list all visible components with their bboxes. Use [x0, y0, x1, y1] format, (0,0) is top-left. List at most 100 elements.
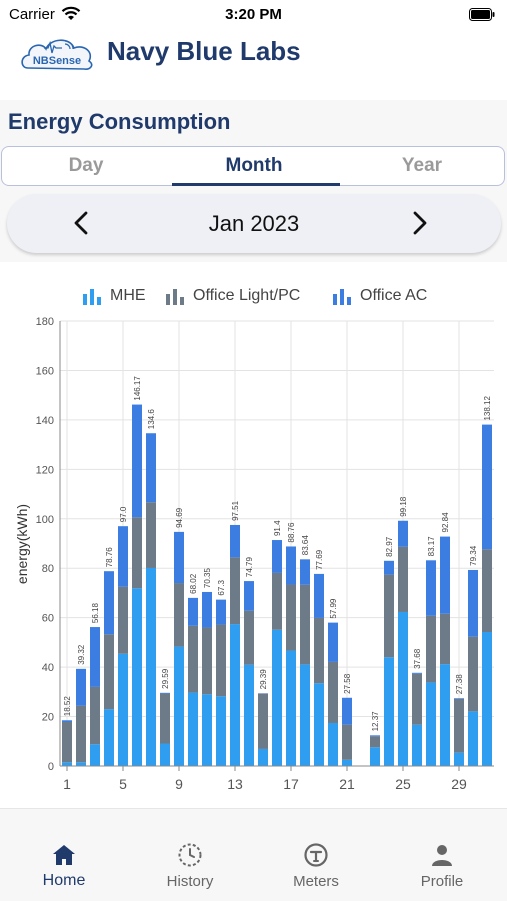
bar-segment-office-ac[interactable]: [440, 537, 450, 614]
bar-segment-office-ac[interactable]: [216, 600, 226, 625]
bar-total-label: 27.38: [455, 674, 464, 695]
bar-segment-office-ac[interactable]: [160, 693, 170, 694]
bar-segment-office-ac[interactable]: [118, 526, 128, 587]
bar-segment-mhe[interactable]: [216, 696, 226, 766]
bar-segment-office-ac[interactable]: [90, 627, 100, 687]
bar-total-label: 78.76: [105, 547, 114, 568]
bar-segment-office-light-pc[interactable]: [384, 575, 394, 658]
bar-segment-office-light-pc[interactable]: [188, 626, 198, 693]
bar-segment-office-ac[interactable]: [384, 561, 394, 575]
bar-segment-office-ac[interactable]: [188, 598, 198, 626]
bar-segment-office-light-pc[interactable]: [454, 699, 464, 753]
bar-segment-office-light-pc[interactable]: [118, 587, 128, 654]
bar-segment-office-light-pc[interactable]: [328, 662, 338, 723]
bar-segment-office-ac[interactable]: [104, 571, 114, 634]
bar-segment-mhe[interactable]: [328, 723, 338, 766]
bar-segment-office-ac[interactable]: [370, 735, 380, 736]
bar-segment-mhe[interactable]: [188, 693, 198, 766]
nav-profile[interactable]: Profile: [379, 809, 505, 901]
bar-segment-mhe[interactable]: [76, 762, 86, 766]
bar-segment-office-light-pc[interactable]: [482, 549, 492, 632]
nav-meters[interactable]: Meters: [253, 809, 379, 901]
bar-segment-mhe[interactable]: [454, 753, 464, 766]
bar-segment-mhe[interactable]: [342, 760, 352, 766]
bar-segment-mhe[interactable]: [398, 612, 408, 766]
bar-segment-office-light-pc[interactable]: [440, 614, 450, 664]
bar-segment-mhe[interactable]: [118, 654, 128, 766]
bar-segment-mhe[interactable]: [384, 657, 394, 766]
bar-segment-mhe[interactable]: [202, 694, 212, 766]
bar-segment-mhe[interactable]: [160, 744, 170, 766]
bar-segment-office-light-pc[interactable]: [202, 628, 212, 695]
bar-segment-office-light-pc[interactable]: [468, 637, 478, 712]
bar-segment-office-ac[interactable]: [202, 592, 212, 628]
bar-segment-mhe[interactable]: [440, 664, 450, 766]
bar-segment-mhe[interactable]: [300, 664, 310, 766]
bar-segment-mhe[interactable]: [174, 647, 184, 766]
bar-segment-office-ac[interactable]: [314, 574, 324, 618]
bar-segment-office-ac[interactable]: [342, 698, 352, 725]
bar-segment-mhe[interactable]: [258, 749, 268, 766]
bar-segment-office-ac[interactable]: [62, 720, 72, 722]
bar-segment-office-light-pc[interactable]: [132, 517, 142, 588]
bar-segment-office-light-pc[interactable]: [216, 625, 226, 697]
history-icon: [176, 841, 204, 869]
nav-home[interactable]: Home: [1, 809, 127, 901]
chevron-right-icon[interactable]: [406, 208, 434, 238]
bar-segment-office-ac[interactable]: [454, 698, 464, 699]
bar-segment-mhe[interactable]: [468, 711, 478, 766]
bar-segment-office-light-pc[interactable]: [272, 573, 282, 630]
bar-segment-mhe[interactable]: [314, 683, 324, 766]
bar-segment-mhe[interactable]: [104, 709, 114, 766]
bar-segment-office-light-pc[interactable]: [412, 674, 422, 725]
bar-segment-office-light-pc[interactable]: [426, 616, 436, 683]
bar-segment-office-ac[interactable]: [426, 560, 436, 615]
bar-segment-office-light-pc[interactable]: [230, 557, 240, 624]
bar-segment-office-ac[interactable]: [482, 425, 492, 550]
bar-segment-office-light-pc[interactable]: [286, 585, 296, 651]
bar-segment-office-ac[interactable]: [286, 546, 296, 584]
tab-day[interactable]: Day: [2, 147, 170, 185]
bar-segment-office-ac[interactable]: [300, 559, 310, 584]
bar-segment-mhe[interactable]: [272, 630, 282, 766]
bar-segment-mhe[interactable]: [412, 725, 422, 766]
bar-segment-office-light-pc[interactable]: [160, 694, 170, 744]
bar-segment-office-ac[interactable]: [230, 525, 240, 557]
bar-segment-office-light-pc[interactable]: [300, 585, 310, 665]
bar-segment-office-ac[interactable]: [76, 669, 86, 706]
bar-segment-mhe[interactable]: [370, 747, 380, 766]
bar-segment-mhe[interactable]: [146, 568, 156, 766]
bar-segment-office-ac[interactable]: [412, 673, 422, 674]
bar-segment-office-light-pc[interactable]: [62, 722, 72, 762]
bar-segment-office-light-pc[interactable]: [314, 618, 324, 683]
bar-segment-office-light-pc[interactable]: [398, 547, 408, 612]
bar-segment-office-light-pc[interactable]: [174, 583, 184, 647]
bar-segment-mhe[interactable]: [286, 651, 296, 766]
bar-segment-office-ac[interactable]: [174, 532, 184, 583]
bar-segment-office-ac[interactable]: [272, 540, 282, 573]
bar-segment-office-ac[interactable]: [328, 623, 338, 662]
bar-segment-office-ac[interactable]: [244, 581, 254, 611]
bar-segment-office-light-pc[interactable]: [244, 611, 254, 665]
tab-year[interactable]: Year: [338, 147, 506, 185]
bar-segment-office-light-pc[interactable]: [104, 634, 114, 709]
bar-segment-office-light-pc[interactable]: [370, 736, 380, 747]
bar-segment-office-ac[interactable]: [146, 433, 156, 502]
bar-segment-mhe[interactable]: [426, 682, 436, 766]
bar-segment-mhe[interactable]: [244, 665, 254, 766]
bar-segment-mhe[interactable]: [132, 588, 142, 766]
bar-segment-office-ac[interactable]: [398, 521, 408, 547]
bar-segment-office-light-pc[interactable]: [342, 725, 352, 760]
tab-month[interactable]: Month: [170, 147, 338, 185]
bar-segment-office-light-pc[interactable]: [146, 502, 156, 568]
bar-segment-office-ac[interactable]: [468, 570, 478, 637]
nav-history[interactable]: History: [127, 809, 253, 901]
bar-segment-office-light-pc[interactable]: [90, 687, 100, 744]
bar-segment-mhe[interactable]: [482, 632, 492, 766]
bar-segment-mhe[interactable]: [230, 624, 240, 766]
bar-segment-mhe[interactable]: [62, 762, 72, 766]
bar-segment-office-light-pc[interactable]: [258, 694, 268, 749]
bar-segment-office-ac[interactable]: [132, 405, 142, 518]
bar-segment-office-light-pc[interactable]: [76, 706, 86, 763]
bar-segment-mhe[interactable]: [90, 744, 100, 766]
